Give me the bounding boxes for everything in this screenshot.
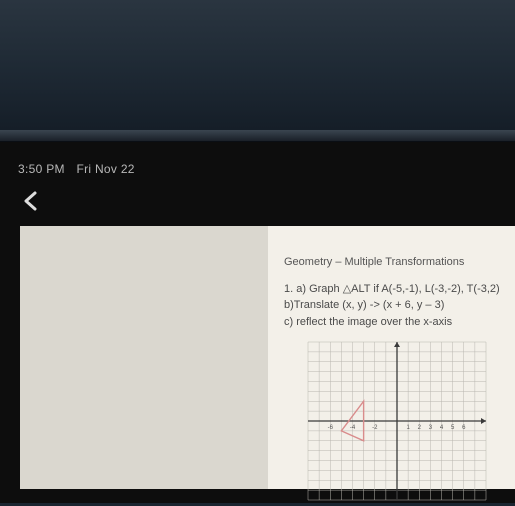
svg-text:6: 6 (462, 425, 466, 431)
coordinate-grid-container: 1 2 3 4 5 6 -2 -4 -6 (284, 336, 509, 506)
svg-text:2: 2 (418, 425, 422, 431)
device-body-top (0, 0, 515, 130)
back-icon[interactable] (22, 190, 493, 212)
svg-text:-2: -2 (372, 425, 378, 431)
status-date: Fri Nov 22 (76, 162, 134, 176)
coordinate-grid: 1 2 3 4 5 6 -2 -4 -6 (302, 336, 492, 506)
svg-text:1: 1 (406, 425, 410, 431)
status-time: 3:50 PM (18, 162, 65, 176)
problem-line-b: b)Translate (x, y) -> (x + 6, y – 3) (284, 297, 509, 314)
status-bar: 3:50 PM Fri Nov 22 (0, 142, 515, 184)
device-edge (0, 130, 515, 142)
tablet-screen: 3:50 PM Fri Nov 22 Geometry – Multiple T… (0, 142, 515, 503)
nav-bar (0, 184, 515, 226)
document-viewport[interactable]: Geometry – Multiple Transformations 1. a… (20, 226, 515, 489)
document-right-pane: Geometry – Multiple Transformations 1. a… (268, 226, 515, 489)
svg-text:3: 3 (429, 425, 433, 431)
svg-text:4: 4 (440, 425, 444, 431)
svg-text:-6: -6 (328, 425, 334, 431)
svg-text:5: 5 (451, 425, 455, 431)
svg-text:-4: -4 (350, 425, 356, 431)
document-left-pane (20, 226, 268, 489)
problem-line-c: c) reflect the image over the x-axis (284, 314, 509, 331)
document-title: Geometry – Multiple Transformations (284, 254, 509, 271)
problem-line-a: 1. a) Graph △ALT if A(-5,-1), L(-3,-2), … (284, 281, 509, 298)
